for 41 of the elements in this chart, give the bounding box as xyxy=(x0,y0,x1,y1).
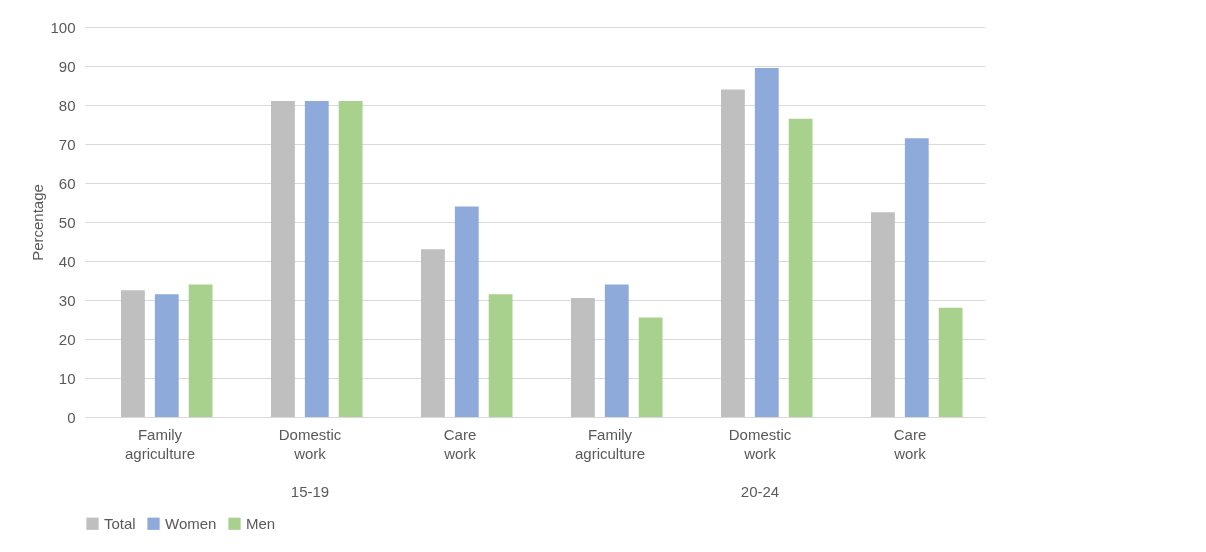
bar xyxy=(454,206,479,417)
bar xyxy=(421,249,445,417)
legend-label: Total xyxy=(104,514,136,532)
bar xyxy=(338,101,363,417)
bar xyxy=(154,294,179,417)
y-tick-label: 20 xyxy=(58,330,76,348)
x-tick-label: Domestic work xyxy=(728,425,792,462)
bar xyxy=(121,290,145,417)
y-tick-label: 60 xyxy=(58,174,76,192)
legend-label: Women xyxy=(165,514,217,532)
bar xyxy=(304,101,329,417)
bar xyxy=(638,317,663,417)
y-tick-label: 70 xyxy=(58,135,76,153)
bar xyxy=(571,298,595,417)
y-tick-label: 80 xyxy=(58,96,76,114)
y-axis-title: Percentage xyxy=(29,184,47,261)
bar xyxy=(938,307,963,417)
bar xyxy=(788,118,813,417)
x-tick-label: Care work xyxy=(893,425,927,462)
y-tick-label: 50 xyxy=(58,213,76,231)
bar xyxy=(488,294,513,417)
x-tick-label: Care work xyxy=(443,425,477,462)
x-tick-label: Family agriculture xyxy=(574,425,646,462)
y-tick-label: 100 xyxy=(50,18,76,36)
text: 15-19 xyxy=(290,483,330,500)
bar xyxy=(904,138,929,417)
y-tick-label: 40 xyxy=(58,252,76,270)
bar xyxy=(188,284,213,417)
y-tick-label: 30 xyxy=(58,291,76,309)
bar xyxy=(271,101,295,417)
text: 20-24 xyxy=(740,483,780,500)
legend-label: Men xyxy=(246,514,276,532)
x-tick-label: Domestic work xyxy=(278,425,342,462)
y-tick-label: 0 xyxy=(67,408,76,426)
y-tick-label: 90 xyxy=(58,57,76,75)
bar xyxy=(754,67,779,417)
bar xyxy=(871,212,895,417)
x-tick-label: Family agriculture xyxy=(124,425,196,462)
bar xyxy=(721,89,745,417)
bar xyxy=(604,284,629,417)
y-tick-label: 10 xyxy=(58,369,76,387)
